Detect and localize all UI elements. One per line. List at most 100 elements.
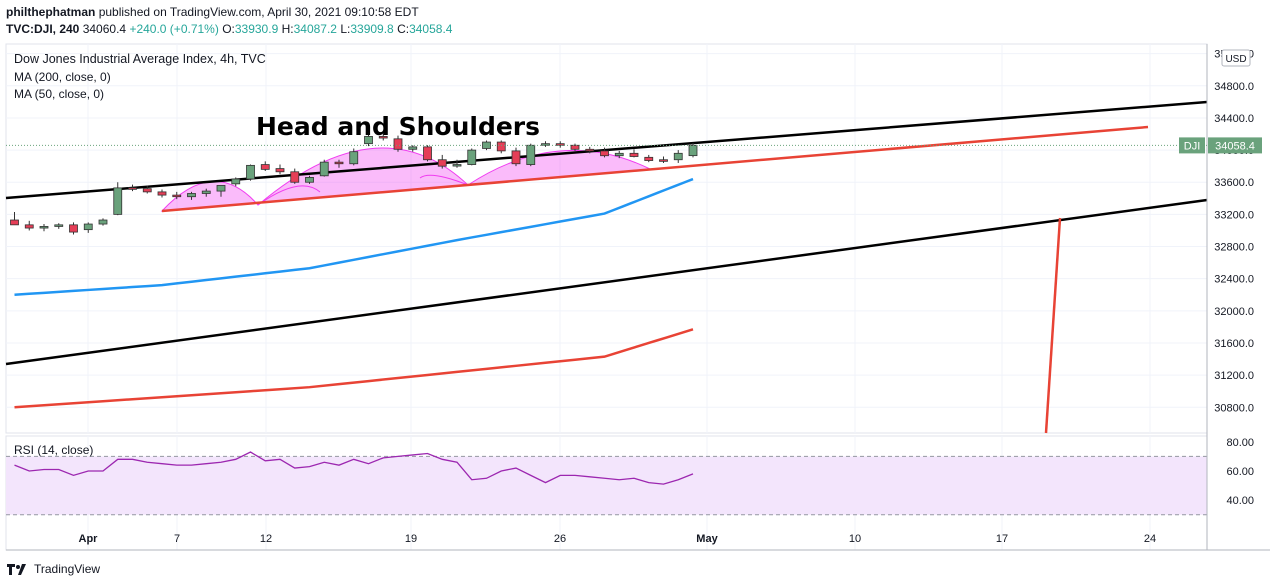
lower-trendline [5, 198, 1208, 366]
candle-body [511, 150, 521, 165]
close-value: 34058.4 [409, 22, 453, 36]
candle-body [452, 164, 462, 167]
currency-label: USD [1225, 54, 1246, 65]
legend-title: Dow Jones Industrial Average Index, 4h, … [14, 52, 266, 66]
candle-body [187, 193, 196, 198]
publisher-name[interactable]: philthephatman [6, 5, 96, 19]
price-tick-label: 34800.0 [1214, 81, 1254, 93]
candle-body [467, 149, 477, 165]
time-tick-label: 7 [174, 533, 180, 545]
rsi-line [14, 451, 694, 485]
candle-body [275, 168, 285, 173]
candle-body [629, 152, 639, 157]
time-tick-label: 24 [1144, 533, 1156, 545]
currency-box [1221, 49, 1251, 67]
candle-body [305, 177, 314, 183]
rsi-band [6, 456, 1207, 515]
publish-line: philthephatman published on TradingView.… [6, 5, 419, 19]
time-tick-label: 19 [405, 533, 417, 545]
price-tick-label: 31600.0 [1214, 338, 1254, 350]
low-label: L: [340, 22, 351, 36]
candle-body [644, 156, 654, 161]
legend-ma200: MA (200, close, 0) [14, 70, 111, 84]
candle-body [69, 224, 78, 233]
price-tag-symbol-box [1179, 137, 1205, 154]
candle-body [349, 151, 359, 165]
price-tick-label: 31200.0 [1214, 370, 1254, 382]
price-tick-label: 34400.0 [1214, 113, 1254, 125]
price-tick-label: 30800.0 [1214, 402, 1254, 414]
candle-body [600, 150, 609, 157]
candle-body [673, 152, 683, 161]
candle-body [319, 161, 329, 177]
symbol-name: TVC:DJI, 240 [6, 22, 80, 36]
published-text: published on TradingView.com, April 30, … [98, 5, 419, 19]
high-value: 34087.2 [293, 22, 337, 36]
ma200-line [14, 328, 694, 409]
candle-body [290, 171, 300, 183]
time-tick-label: 17 [996, 533, 1008, 545]
last-price: 34060.4 [82, 22, 127, 36]
candle-body [437, 159, 447, 167]
candle-body [378, 136, 388, 139]
candle-body [201, 190, 211, 194]
time-tick-label: 26 [554, 533, 566, 545]
candle-body [39, 226, 49, 229]
candle-body [423, 146, 432, 161]
legend-ma50: MA (50, close, 0) [14, 87, 105, 101]
target-projection-line [1044, 217, 1062, 434]
price-tag-symbol: DJI [1184, 140, 1201, 152]
neckline [161, 125, 1149, 213]
price-tag-value-box [1208, 137, 1262, 154]
price-tick-label: 32400.0 [1214, 274, 1254, 286]
candle-body [364, 136, 373, 145]
candle-body [659, 159, 668, 162]
candle-body [496, 141, 506, 152]
close-label: C: [397, 22, 410, 36]
logo-text: TradingView [34, 562, 101, 576]
price-tick-label: 33200.0 [1214, 209, 1254, 221]
candle-body [334, 161, 344, 165]
candle-body [216, 185, 226, 192]
time-tick-label: 10 [849, 533, 861, 545]
time-tick-label: 12 [260, 533, 272, 545]
candle-body [83, 223, 93, 231]
price-tag-value: 34058.4 [1215, 140, 1255, 152]
annotation-head-and-shoulders[interactable]: Head and Shoulders [256, 112, 540, 141]
candle-body [128, 187, 137, 190]
candle-body [10, 219, 19, 226]
candle-body [526, 144, 536, 165]
candle-body [408, 146, 418, 150]
tradingview-logo[interactable]: TradingView [6, 562, 100, 576]
price-change: +240.0 (+0.71%) [129, 22, 219, 36]
time-tick-label: May [696, 533, 718, 545]
price-tick-label: 33600.0 [1214, 177, 1254, 189]
axes: 30800.0 31200.0 31600.0 32000.0 32400.0 32800… [6, 44, 1270, 551]
candle-body [393, 138, 403, 150]
tradingview-logo-icon [7, 564, 26, 575]
low-value: 33909.8 [350, 22, 394, 36]
open-label: O: [222, 22, 235, 36]
rsi-tick-label: 60.00 [1226, 466, 1254, 478]
ohlc-line: TVC:DJI, 240 34060.4 +240.0 (+0.71%) O: 3… [6, 22, 452, 36]
candle-body [688, 144, 698, 157]
legend-rsi: RSI (14, close) [14, 443, 94, 457]
candle-body [585, 148, 595, 152]
candle-body [555, 143, 565, 146]
price-tick-label: 32800.0 [1214, 242, 1254, 254]
candle-body [157, 191, 167, 196]
candle-body [260, 164, 270, 170]
price-tick-label: 32000.0 [1214, 306, 1254, 318]
rsi-tick-label: 40.00 [1226, 495, 1254, 507]
candle-body [24, 224, 34, 229]
candle-body [614, 152, 624, 157]
candle-body [541, 143, 550, 146]
head-and-shoulders-outline [257, 174, 469, 206]
candle-body [98, 219, 108, 225]
candlesticks [10, 133, 698, 235]
candle-body [172, 194, 182, 198]
candle-body [231, 178, 241, 185]
high-label: H: [281, 22, 294, 36]
candle-body [570, 144, 580, 150]
